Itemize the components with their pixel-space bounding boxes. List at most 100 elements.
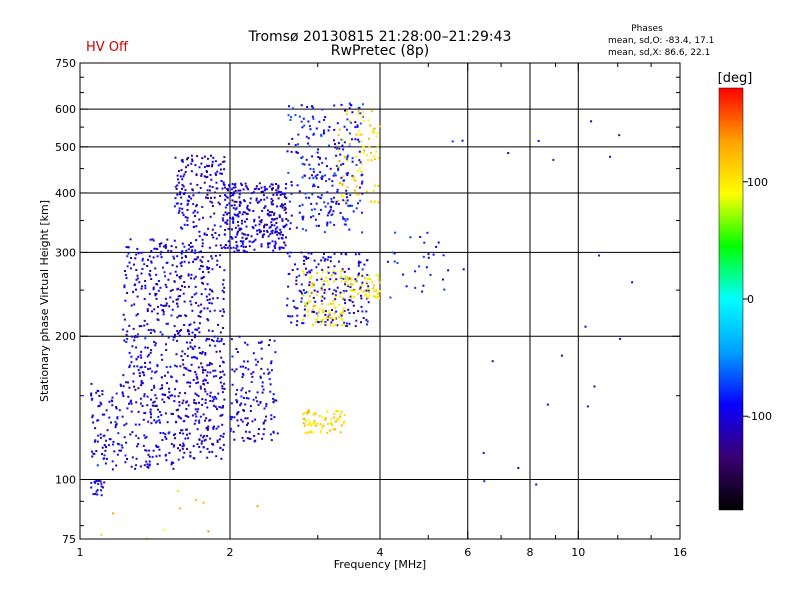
data-point bbox=[191, 356, 193, 359]
data-point bbox=[126, 407, 129, 410]
data-point bbox=[198, 421, 201, 424]
data-point bbox=[152, 329, 155, 332]
data-point bbox=[310, 269, 313, 272]
data-point bbox=[157, 280, 160, 282]
data-point bbox=[155, 273, 158, 276]
data-point bbox=[248, 431, 251, 434]
data-point bbox=[148, 449, 151, 452]
data-point bbox=[225, 195, 228, 198]
data-point bbox=[209, 200, 212, 203]
data-point bbox=[304, 418, 307, 421]
data-point bbox=[280, 204, 283, 207]
data-point bbox=[191, 296, 194, 299]
data-point bbox=[165, 302, 168, 305]
data-point bbox=[222, 181, 225, 184]
data-point bbox=[365, 310, 368, 313]
data-point bbox=[324, 321, 327, 324]
data-point bbox=[264, 205, 267, 208]
data-point bbox=[221, 391, 224, 394]
data-point bbox=[224, 211, 227, 214]
data-point bbox=[222, 448, 224, 451]
y-tick-label: 400 bbox=[55, 187, 76, 200]
data-point bbox=[303, 263, 306, 265]
data-point bbox=[321, 295, 324, 298]
data-point bbox=[314, 218, 317, 221]
data-point bbox=[537, 140, 540, 142]
data-point bbox=[238, 211, 241, 213]
data-point bbox=[189, 369, 192, 372]
data-point bbox=[306, 291, 309, 294]
data-point bbox=[236, 231, 239, 234]
data-point bbox=[332, 324, 335, 327]
data-point bbox=[233, 438, 236, 441]
data-point bbox=[305, 158, 308, 161]
data-point bbox=[146, 308, 149, 311]
data-point bbox=[271, 240, 274, 243]
data-point bbox=[208, 338, 211, 341]
data-point bbox=[376, 145, 379, 148]
data-point bbox=[262, 194, 265, 197]
data-point bbox=[321, 416, 324, 419]
data-point bbox=[112, 440, 115, 443]
data-point bbox=[143, 298, 146, 300]
data-point bbox=[186, 448, 188, 451]
data-point bbox=[144, 449, 147, 452]
data-point bbox=[279, 191, 281, 194]
data-point bbox=[189, 451, 192, 454]
data-point bbox=[306, 314, 309, 317]
data-point bbox=[196, 410, 199, 413]
data-point bbox=[116, 453, 119, 456]
data-point bbox=[240, 222, 243, 225]
data-point bbox=[308, 163, 311, 166]
data-point bbox=[343, 414, 346, 416]
data-point bbox=[231, 183, 234, 185]
data-point bbox=[204, 398, 207, 401]
data-point bbox=[138, 372, 141, 375]
data-point bbox=[121, 446, 124, 449]
data-point bbox=[145, 436, 148, 439]
data-point bbox=[279, 228, 282, 231]
data-point bbox=[308, 125, 311, 128]
data-point bbox=[307, 257, 310, 259]
data-point bbox=[207, 530, 210, 533]
data-point bbox=[328, 312, 331, 315]
data-point bbox=[219, 377, 221, 380]
data-point bbox=[130, 335, 133, 338]
data-point bbox=[182, 444, 185, 447]
data-point bbox=[216, 170, 219, 173]
y-tick-label: 200 bbox=[55, 330, 76, 343]
data-point bbox=[146, 404, 149, 407]
data-point bbox=[168, 397, 171, 400]
data-point bbox=[220, 376, 223, 379]
data-point bbox=[156, 318, 159, 321]
data-point bbox=[339, 291, 342, 294]
data-point bbox=[367, 301, 370, 304]
data-point bbox=[130, 355, 133, 358]
data-point bbox=[162, 266, 164, 269]
data-point bbox=[305, 229, 308, 232]
data-point bbox=[334, 318, 337, 320]
data-point bbox=[414, 286, 417, 289]
data-point bbox=[140, 251, 143, 254]
data-point bbox=[291, 315, 294, 318]
data-point bbox=[189, 300, 192, 303]
data-point bbox=[362, 151, 365, 154]
data-point bbox=[347, 267, 350, 270]
data-point bbox=[180, 417, 183, 420]
data-point bbox=[229, 194, 232, 197]
data-point bbox=[350, 121, 353, 124]
data-point bbox=[238, 227, 241, 230]
data-point bbox=[212, 369, 215, 372]
data-point bbox=[176, 339, 179, 342]
data-point bbox=[189, 455, 192, 458]
data-point bbox=[249, 201, 252, 204]
data-point bbox=[315, 202, 318, 205]
data-point bbox=[304, 431, 307, 434]
data-point bbox=[357, 138, 360, 141]
data-point bbox=[314, 300, 317, 303]
data-point bbox=[246, 204, 249, 207]
data-point bbox=[208, 298, 211, 301]
data-point bbox=[100, 403, 103, 406]
data-point bbox=[179, 295, 182, 297]
data-point bbox=[114, 424, 117, 427]
